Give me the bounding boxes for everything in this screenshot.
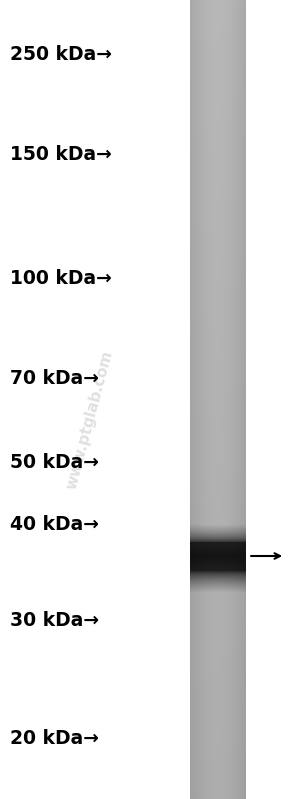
Text: www.ptglab.com: www.ptglab.com: [64, 349, 116, 491]
Text: 50 kDa→: 50 kDa→: [10, 454, 99, 472]
Text: 30 kDa→: 30 kDa→: [10, 610, 99, 630]
Text: 250 kDa→: 250 kDa→: [10, 46, 112, 65]
Text: 100 kDa→: 100 kDa→: [10, 268, 112, 288]
Text: 150 kDa→: 150 kDa→: [10, 145, 112, 165]
Text: 70 kDa→: 70 kDa→: [10, 368, 99, 388]
Text: 20 kDa→: 20 kDa→: [10, 729, 99, 748]
Text: 40 kDa→: 40 kDa→: [10, 515, 99, 535]
